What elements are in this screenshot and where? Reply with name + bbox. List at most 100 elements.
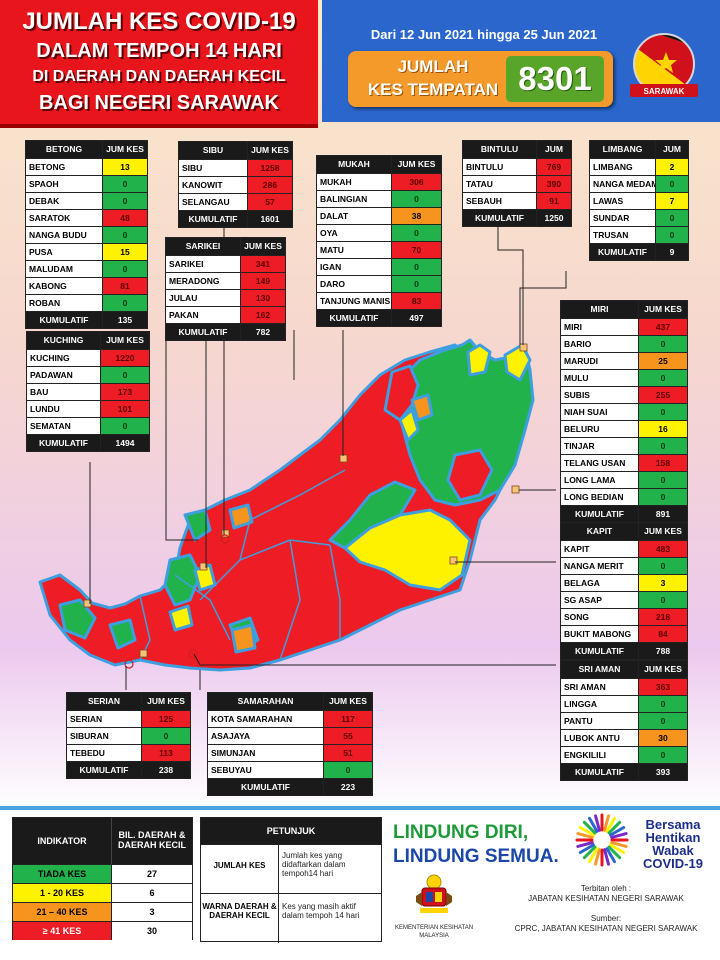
table-miri-row: NIAH SUAI 0 [561,403,687,420]
table-mukah-row-value: 83 [391,293,441,309]
table-serian-header-value: JUM KES [141,693,190,710]
legend-row-count: 6 [111,884,192,902]
title-line-1: JUMLAH KES COVID-19 [22,8,296,35]
table-betong-row-name: KABONG [29,281,67,291]
table-kuching-total: KUMULATIF 1494 [27,434,149,451]
table-miri-header: MIRI JUM KES [561,301,687,318]
table-kuching-row-name: SEMATAN [30,421,71,431]
table-bintulu-row: BINTULU 769 [463,158,571,175]
table-samarahan-total-name: KUMULATIF [208,779,323,795]
table-sibu-row-value: 286 [247,177,292,193]
petunjuk-desc-1: Jumlah kes yang didaftarkan dalam tempoh… [278,845,381,893]
table-limbang-row-value: 0 [655,210,688,226]
table-bintulu-total: KUMULATIF 1250 [463,209,571,226]
table-sriaman-total-value: 393 [638,764,687,780]
table-limbang-row-name: SUNDAR [593,213,630,223]
table-miri-total-name: KUMULATIF [561,506,638,522]
table-betong-row: KABONG 81 [26,277,147,294]
total-cases-box: JUMLAH KES TEMPATAN 8301 [348,51,613,107]
table-mukah-row-name: DARO [320,279,346,289]
legend-row: ≥ 41 KES 30 [13,921,192,940]
table-sarikei-row-name: SARIKEI [169,259,204,269]
table-betong-row-value: 0 [102,261,147,277]
table-betong-row: NANGA BUDU 0 [26,226,147,243]
table-kapit: KAPIT JUM KES KAPIT 483 NANGA MERIT 0 BELAGA 3 S… [560,522,688,660]
table-mukah-row: DALAT 38 [317,207,441,224]
table-kapit-row-name: BELAGA [564,578,600,588]
table-serian-total: KUMULATIF 238 [67,761,190,778]
table-kapit-row: SONG 218 [561,608,687,625]
table-sriaman-row-value: 30 [638,730,687,746]
table-mukah-row: BALINGIAN 0 [317,190,441,207]
table-kuching-row-value: 1220 [100,350,149,366]
table-sibu-row: SIBU 1258 [179,159,292,176]
table-serian-header-name: SERIAN [67,693,141,710]
table-limbang-total: KUMULATIF 9 [590,243,688,260]
table-bintulu-row: SEBAUH 91 [463,192,571,209]
table-sarikei: SARIKEI JUM KES SARIKEI 341 MERADONG 149 JULAU… [165,237,286,341]
table-betong-total-name: KUMULATIF [26,312,102,328]
table-kuching-row: KUCHING 1220 [27,349,149,366]
table-kuching-row-value: 101 [100,401,149,417]
table-kuching-row: BAU 173 [27,383,149,400]
table-sriaman-row-value: 0 [638,713,687,729]
total-label-1: JUMLAH [397,57,469,76]
table-mukah-row-value: 306 [391,174,441,190]
table-bintulu-total-value: 1250 [536,210,571,226]
table-sriaman-row-value: 0 [638,747,687,763]
table-kapit-header: KAPIT JUM KES [561,523,687,540]
table-miri-row: LONG LAMA 0 [561,471,687,488]
table-sarikei-row-value: 341 [240,256,285,272]
table-mukah-total: KUMULATIF 497 [317,309,441,326]
table-miri-row-value: 0 [638,336,687,352]
table-kapit-row: NANGA MERIT 0 [561,557,687,574]
table-sibu-header-name: SIBU [179,142,247,159]
table-miri-header-name: MIRI [561,301,638,318]
table-kuching-row-name: PADAWAN [30,370,73,380]
table-serian-row-name: SERIAN [70,714,103,724]
campaign-ray [588,816,599,833]
table-sriaman-total-name: KUMULATIF [561,764,638,780]
table-bintulu-row: TATAU 390 [463,175,571,192]
table-sarikei-total-value: 782 [240,324,285,340]
legend-row: 1 - 20 KES 6 [13,883,192,902]
table-sarikei-header-name: SARIKEI [166,238,240,255]
map-region-kapit-east [328,480,417,550]
table-serian-row: SERIAN 125 [67,710,190,727]
table-miri-row-value: 25 [638,353,687,369]
table-mukah-row: TANJUNG MANIS 83 [317,292,441,309]
table-kapit-total: KUMULATIF 788 [561,642,687,659]
table-kapit-total-name: KUMULATIF [561,643,638,659]
table-serian-row-value: 113 [141,745,190,761]
table-mukah-row-name: MUKAH [320,177,352,187]
table-sarikei-total-name: KUMULATIF [166,324,240,340]
campaign-ray [605,847,616,864]
table-sriaman-row-name: PANTU [564,716,593,726]
source: Sumber: CPRC, JABATAN KESIHATAN NEGERI S… [500,914,712,934]
table-miri-header-value: JUM KES [638,301,687,318]
table-miri: MIRI JUM KES MIRI 437 BARIO 0 MARUDI 25 MULU 0 SUB… [560,300,688,523]
table-samarahan-header-name: SAMARAHAN [208,693,323,710]
table-kuching-row: PADAWAN 0 [27,366,149,383]
campaign-line-3: Wabak [652,843,694,858]
table-betong: BETONG JUM KES BETONG 13 SPAOH 0 DEBAK 0 SARATOK… [25,140,148,329]
table-limbang-row-value: 7 [655,193,688,209]
table-sibu-header-value: JUM KES [247,142,292,159]
table-kuching-row-name: LUNDU [30,404,60,414]
table-serian-total-value: 238 [141,762,190,778]
table-mukah-row-name: DALAT [320,211,349,221]
table-miri-row-name: MIRI [564,322,582,332]
table-limbang-row-value: 2 [655,159,688,175]
table-sarikei-row: MERADONG 149 [166,272,285,289]
table-serian-row: SIBURAN 0 [67,727,190,744]
campaign-ray [605,816,616,833]
source-name: CPRC, JABATAN KESIHATAN NEGERI SARAWAK [514,924,698,933]
table-sriaman-header-name: SRI AMAN [561,661,638,678]
legend-row: 21 – 40 KES 3 [13,902,192,921]
table-betong-row-value: 0 [102,295,147,311]
table-sarikei-header: SARIKEI JUM KES [166,238,285,255]
map-region-miri [398,338,535,507]
map-region-lubok-antu [230,623,257,654]
